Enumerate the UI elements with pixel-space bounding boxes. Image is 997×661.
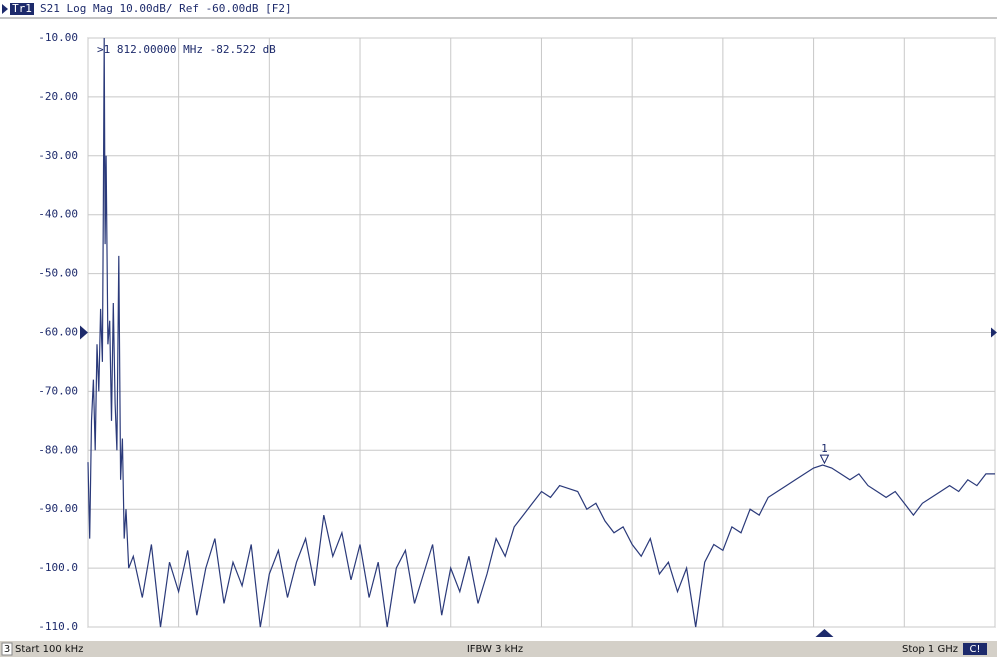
channel-number: 3 xyxy=(4,644,10,655)
y-tick-label: -30.00 xyxy=(38,149,78,162)
ifbw: IFBW 3 kHz xyxy=(467,644,523,655)
trace-header: S21 Log Mag 10.00dB/ Ref -60.00dB [F2] xyxy=(40,2,292,15)
marker-symbol xyxy=(819,454,830,465)
ref-level-marker xyxy=(80,325,88,340)
trace-label: Tr1 xyxy=(12,2,32,15)
status-box[interactable] xyxy=(963,643,987,655)
trace-badge[interactable] xyxy=(10,3,34,15)
y-tick-label: -60.00 xyxy=(38,326,78,339)
trace-indicator xyxy=(2,4,8,14)
channel-box[interactable] xyxy=(1,642,13,656)
y-tick-label: -90.00 xyxy=(38,502,78,515)
y-tick-label: -40.00 xyxy=(38,208,78,221)
y-tick-label: -100.0 xyxy=(38,561,78,574)
marker-position xyxy=(815,629,834,637)
start-frequency: Start 100 kHz xyxy=(15,644,83,655)
y-tick-label: -10.00 xyxy=(38,31,78,44)
y-tick-label: -50.00 xyxy=(38,267,78,280)
marker-number: 1 xyxy=(821,442,828,455)
y-tick-label: -20.00 xyxy=(38,90,78,103)
trace xyxy=(87,37,995,628)
marker-readout: >1 812.00000 MHz -82.522 dB xyxy=(97,43,276,56)
status-bar xyxy=(0,641,997,657)
stop-frequency: Stop 1 GHz xyxy=(902,644,958,655)
y-tick-label: -80.00 xyxy=(38,443,78,456)
y-tick-label: -70.00 xyxy=(38,384,78,397)
ref-level-marker-right xyxy=(991,327,997,338)
status-text: C! xyxy=(970,644,981,655)
y-tick-label: -110.0 xyxy=(38,620,78,633)
